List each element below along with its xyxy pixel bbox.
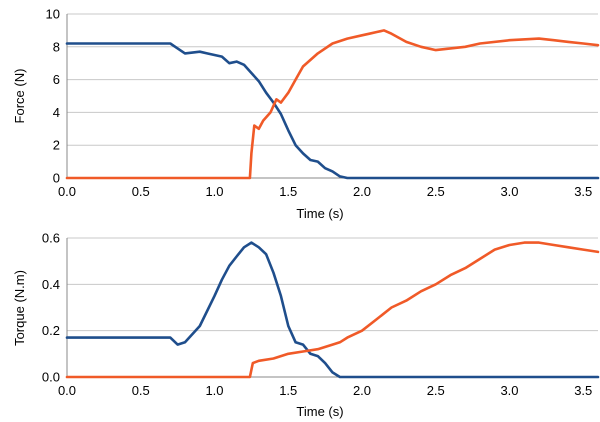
force-xtick-label: 2.0 bbox=[353, 184, 371, 199]
force-series-line-2 bbox=[65, 29, 600, 180]
torque-xtick-label: 3.5 bbox=[574, 383, 592, 398]
force-ytick-label: 2 bbox=[53, 138, 60, 153]
force-ytick-label: 10 bbox=[46, 7, 60, 22]
torque-xtick-label: 3.0 bbox=[500, 383, 518, 398]
torque-xtick-label: 2.0 bbox=[353, 383, 371, 398]
force-ytick-label: 4 bbox=[53, 105, 60, 120]
torque-ytick-label: 0.4 bbox=[42, 277, 60, 292]
force-chart: Force (N) Time (s) 0 2 4 6 8 10 0.0 0.5 1.0 1.5 2.… bbox=[12, 7, 600, 221]
torque-ytick-label: 0.0 bbox=[42, 370, 60, 385]
torque-xtick-label: 0.0 bbox=[58, 383, 76, 398]
torque-xtick-label: 2.5 bbox=[427, 383, 445, 398]
torque-chart-ylabel: Torque (N.m) bbox=[12, 270, 27, 346]
force-ytick-label: 0 bbox=[53, 171, 60, 186]
torque-series-line-1 bbox=[65, 241, 600, 379]
force-xtick-label: 0.0 bbox=[58, 184, 76, 199]
torque-ytick-label: 0.6 bbox=[42, 231, 60, 246]
torque-chart-xlabel: Time (s) bbox=[296, 404, 343, 419]
force-xtick-label: 1.5 bbox=[279, 184, 297, 199]
torque-series-line-2 bbox=[65, 241, 600, 379]
torque-xtick-label: 0.5 bbox=[132, 383, 150, 398]
force-ytick-label: 8 bbox=[53, 39, 60, 54]
force-series-line-1 bbox=[65, 42, 600, 180]
force-chart-ylabel: Force (N) bbox=[12, 69, 27, 124]
force-xtick-label: 1.0 bbox=[205, 184, 223, 199]
force-xtick-label: 3.5 bbox=[574, 184, 592, 199]
force-xtick-label: 3.0 bbox=[500, 184, 518, 199]
force-chart-xlabel: Time (s) bbox=[296, 206, 343, 221]
force-xtick-label: 2.5 bbox=[427, 184, 445, 199]
force-ytick-label: 6 bbox=[53, 72, 60, 87]
force-xtick-label: 0.5 bbox=[132, 184, 150, 199]
torque-chart: Torque (N.m) Time (s) 0.0 0.2 0.4 0.6 0.0 0.5… bbox=[12, 231, 600, 419]
torque-ytick-label: 0.2 bbox=[42, 323, 60, 338]
torque-xtick-label: 1.5 bbox=[279, 383, 297, 398]
torque-xtick-label: 1.0 bbox=[205, 383, 223, 398]
